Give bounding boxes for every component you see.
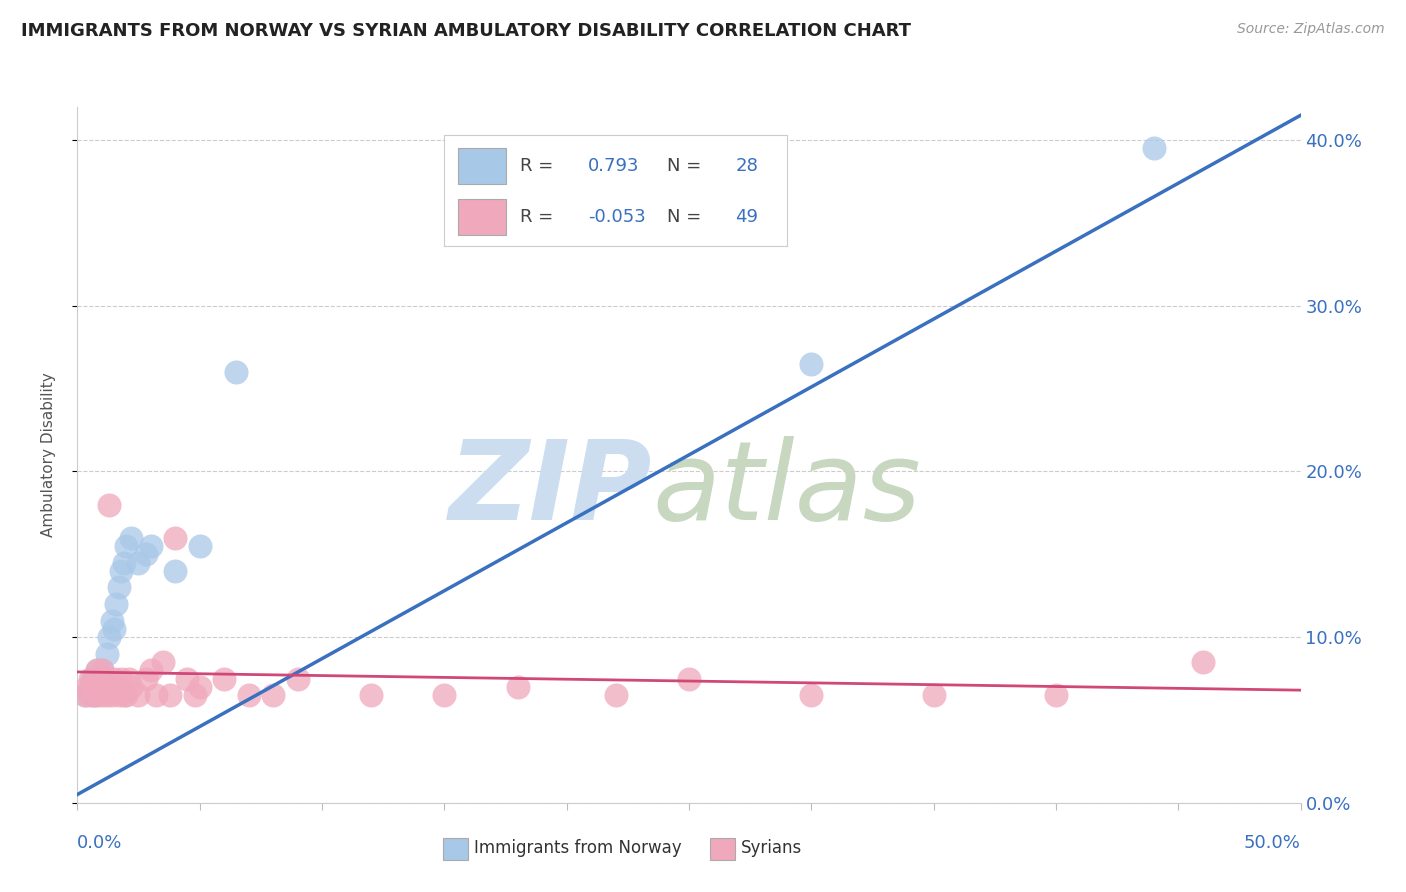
Point <box>115 539 138 553</box>
Text: R =: R = <box>520 157 558 175</box>
Point <box>145 688 167 702</box>
Text: R =: R = <box>520 208 558 227</box>
Point <box>89 672 111 686</box>
Point <box>79 688 101 702</box>
Point <box>506 680 529 694</box>
Point <box>76 680 98 694</box>
Point <box>112 556 135 570</box>
Point <box>79 672 101 686</box>
Point <box>103 622 125 636</box>
Text: IMMIGRANTS FROM NORWAY VS SYRIAN AMBULATORY DISABILITY CORRELATION CHART: IMMIGRANTS FROM NORWAY VS SYRIAN AMBULAT… <box>21 22 911 40</box>
Point <box>112 688 135 702</box>
Text: 49: 49 <box>735 208 758 227</box>
Point <box>165 531 187 545</box>
FancyBboxPatch shape <box>458 200 506 235</box>
Point <box>100 614 122 628</box>
Text: atlas: atlas <box>652 436 921 543</box>
Point <box>139 539 162 553</box>
Point <box>800 357 823 371</box>
Text: Source: ZipAtlas.com: Source: ZipAtlas.com <box>1237 22 1385 37</box>
Point <box>108 688 131 702</box>
Point <box>165 564 187 578</box>
Text: 28: 28 <box>735 157 758 175</box>
Point <box>83 672 105 686</box>
Point <box>100 688 122 702</box>
Point <box>96 647 118 661</box>
Point <box>103 672 125 686</box>
Point <box>287 672 309 686</box>
Point <box>262 688 284 702</box>
Point <box>73 688 96 702</box>
Point <box>135 547 157 561</box>
Point <box>90 680 112 694</box>
Point <box>135 672 157 686</box>
Point <box>188 539 211 553</box>
Point <box>212 672 235 686</box>
Point <box>360 688 382 702</box>
Point <box>89 680 111 694</box>
Point <box>152 655 174 669</box>
Point <box>115 688 138 702</box>
Point <box>1191 655 1213 669</box>
Point <box>86 663 108 677</box>
Point <box>98 630 121 644</box>
Text: -0.053: -0.053 <box>588 208 645 227</box>
Y-axis label: Ambulatory Disability: Ambulatory Disability <box>42 373 56 537</box>
Point <box>128 556 150 570</box>
Point <box>128 688 150 702</box>
Point <box>139 663 162 677</box>
Text: N =: N = <box>666 157 707 175</box>
Point <box>80 680 103 694</box>
Point <box>800 688 823 702</box>
Text: Immigrants from Norway: Immigrants from Norway <box>474 839 682 857</box>
Point <box>176 672 198 686</box>
Point <box>96 688 118 702</box>
Point <box>238 688 260 702</box>
Point <box>80 672 103 686</box>
Point <box>105 680 128 694</box>
Point <box>433 688 456 702</box>
Point <box>90 688 112 702</box>
Point <box>118 672 141 686</box>
Point <box>605 688 627 702</box>
Point <box>678 672 700 686</box>
Point <box>93 680 115 694</box>
Point <box>105 597 128 611</box>
Point <box>73 688 96 702</box>
Point <box>159 688 181 702</box>
Point <box>93 672 115 686</box>
Point <box>86 680 108 694</box>
Point <box>922 688 945 702</box>
Point <box>83 688 105 702</box>
Point <box>110 672 132 686</box>
Text: 50.0%: 50.0% <box>1244 834 1301 852</box>
FancyBboxPatch shape <box>458 148 506 184</box>
Point <box>1045 688 1067 702</box>
Text: 0.793: 0.793 <box>588 157 640 175</box>
Point <box>110 564 132 578</box>
Point <box>89 672 111 686</box>
Point <box>98 498 121 512</box>
Point <box>90 663 112 677</box>
Point <box>225 365 247 379</box>
Point <box>188 680 211 694</box>
Point <box>1143 141 1166 155</box>
Point <box>184 688 207 702</box>
Text: 0.0%: 0.0% <box>77 834 122 852</box>
Point <box>86 688 108 702</box>
Point <box>79 680 101 694</box>
Point <box>120 531 142 545</box>
Text: Syrians: Syrians <box>741 839 803 857</box>
Point <box>86 663 108 677</box>
Point <box>108 581 131 595</box>
Point <box>120 680 142 694</box>
Point <box>96 672 118 686</box>
Text: ZIP: ZIP <box>449 436 652 543</box>
Text: N =: N = <box>666 208 707 227</box>
Point <box>83 688 105 702</box>
Point <box>90 663 112 677</box>
